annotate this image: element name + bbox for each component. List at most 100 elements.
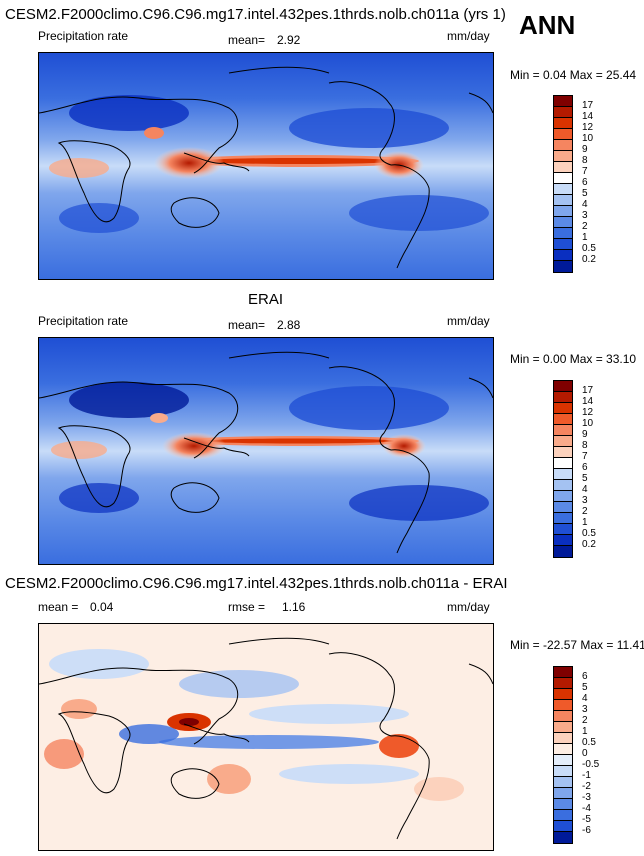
panel1-colorbar-label: 17	[582, 100, 594, 111]
panel1-colorbar-label: 12	[582, 122, 594, 133]
panel2-colorbar-label: 14	[582, 396, 594, 407]
panel3-colorbar-swatch	[554, 799, 572, 810]
panel2-colorbar-label: 6	[582, 462, 588, 473]
panel2-colorbar-label: 2	[582, 506, 588, 517]
panel2-colorbar-label: 3	[582, 495, 588, 506]
panel1-mean-label: mean=	[228, 33, 266, 47]
panel3-colorbar-label: -0.5	[582, 759, 600, 770]
panel3-colorbar-label: -2	[582, 781, 591, 792]
panel1-colorbar-swatch	[554, 140, 572, 151]
panel1-colorbar-swatch	[554, 206, 572, 217]
panel3-colorbar-label: 2	[582, 715, 588, 726]
panel1-units: mm/day	[447, 29, 490, 43]
panel3-colorbar-label: -3	[582, 792, 591, 803]
panel3-colorbar-label: 5	[582, 682, 588, 693]
panel3-colorbar-swatch	[554, 766, 572, 777]
panel2-colorbar-swatch	[554, 403, 572, 414]
panel2-colorbar-label: 0.5	[582, 528, 596, 539]
panel3-colorbar-swatch	[554, 733, 572, 744]
panel3-colorbar-swatch	[554, 700, 572, 711]
panel3-colorbar-label: -5	[582, 814, 591, 825]
panel3-colorbar-swatch	[554, 777, 572, 788]
panel2-colorbar-label: 1	[582, 517, 588, 528]
panel1-colorbar-label: 7	[582, 166, 588, 177]
panel3-mean-value: 0.04	[90, 600, 114, 614]
panel2-colorbar-swatch	[554, 414, 572, 425]
panel2-colorbar-swatch	[554, 513, 572, 524]
panel2-colorbar-swatch	[554, 535, 572, 546]
panel1-colorbar-label: 9	[582, 144, 588, 155]
panel1-colorbar-label: 3	[582, 210, 588, 221]
panel3-colorbar-swatch	[554, 689, 572, 700]
panel2-units: mm/day	[447, 314, 490, 328]
panel1-colorbar-swatch	[554, 239, 572, 250]
panel2-title: ERAI	[248, 291, 284, 308]
panel2-colorbar-label: 7	[582, 451, 588, 462]
panel1-colorbar-label: 10	[582, 133, 594, 144]
panel3-colorbar-swatch	[554, 711, 572, 722]
panel1-colorbar-swatch	[554, 129, 572, 140]
panel1-minmax: Min = 0.04 Max = 25.44	[510, 68, 637, 82]
panel2-colorbar-swatch	[554, 392, 572, 403]
panel2-colorbar-swatch	[554, 436, 572, 447]
panel3-colorbar-swatch	[554, 755, 572, 766]
panel2-colorbar-swatch	[554, 447, 572, 458]
panel1-map	[38, 52, 494, 280]
panel3-rmse-label: rmse =	[228, 600, 266, 614]
panel2-colorbar-label: 12	[582, 407, 594, 418]
panel3-colorbar-label: -1	[582, 770, 591, 781]
panel3-units: mm/day	[447, 600, 490, 614]
panel1-colorbar-label: 6	[582, 177, 588, 188]
panel1-colorbar-swatch	[554, 250, 572, 261]
panel3-minmax: Min = -22.57 Max = 11.41	[510, 638, 644, 652]
panel3-colorbar-label: 0.5	[582, 737, 596, 748]
panel2-colorbar-label: 5	[582, 473, 588, 484]
panel2-colorbar-swatch	[554, 524, 572, 535]
panel1-colorbar-label: 4	[582, 199, 588, 210]
panel3-title: CESM2.F2000climo.C96.C96.mg17.intel.432p…	[5, 575, 508, 592]
panel2-colorbar-swatch	[554, 502, 572, 513]
panel3-colorbar-label: 6	[582, 671, 588, 682]
panel2-colorbar-label: 10	[582, 418, 594, 429]
panel1-colorbar-label: 0.2	[582, 254, 596, 265]
panel3-colorbar-swatch	[554, 810, 572, 821]
panel3-mean-label: mean =	[38, 600, 79, 614]
panel3-colorbar-label: 1	[582, 726, 588, 737]
panel1-colorbar-label: 1	[582, 232, 588, 243]
panel3-colorbar-swatch	[554, 744, 572, 755]
panel2-colorbar-swatch	[554, 491, 572, 502]
panel1-colorbar-label: 8	[582, 155, 588, 166]
panel1-colorbar-swatch	[554, 107, 572, 118]
panel2-minmax: Min = 0.00 Max = 33.10	[510, 352, 637, 366]
panel1-colorbar-label: 0.5	[582, 243, 596, 254]
panel3-colorbar-swatch	[554, 722, 572, 733]
panel1-colorbar-swatch	[554, 96, 572, 107]
panel2-colorbar-label: 17	[582, 385, 594, 396]
panel3-colorbar-swatch	[554, 678, 572, 689]
panel1-colorbar-swatch	[554, 118, 572, 129]
panel2-colorbar	[553, 380, 573, 558]
panel2-mean-value: 2.88	[277, 318, 301, 332]
panel2-colorbar-label: 4	[582, 484, 588, 495]
panel1-colorbar-label: 14	[582, 111, 594, 122]
panel1-colorbar-swatch	[554, 228, 572, 239]
panel1-colorbar-swatch	[554, 261, 572, 272]
panel3-rmse-value: 1.16	[282, 600, 306, 614]
panel2-colorbar-swatch	[554, 469, 572, 480]
panel2-colorbar-label: 9	[582, 429, 588, 440]
panel3-colorbar-label: 4	[582, 693, 588, 704]
panel2-mean-label: mean=	[228, 318, 266, 332]
panel1-colorbar-swatch	[554, 195, 572, 206]
panel1-colorbar-label: 2	[582, 221, 588, 232]
panel2-colorbar-swatch	[554, 546, 572, 557]
panel2-colorbar-label: 8	[582, 440, 588, 451]
panel3-colorbar-label: 3	[582, 704, 588, 715]
panel3-map	[38, 623, 494, 851]
panel2-colorbar-swatch	[554, 458, 572, 469]
panel2-map	[38, 337, 494, 565]
panel3-colorbar-label: 0	[582, 748, 588, 759]
season-label: ANN	[519, 10, 576, 40]
panel3-colorbar-label: -6	[582, 825, 591, 836]
panel1-colorbar	[553, 95, 573, 273]
panel3-colorbar	[553, 666, 573, 844]
